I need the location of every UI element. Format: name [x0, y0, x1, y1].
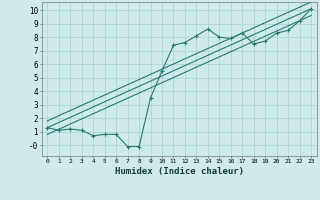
X-axis label: Humidex (Indice chaleur): Humidex (Indice chaleur)	[115, 167, 244, 176]
